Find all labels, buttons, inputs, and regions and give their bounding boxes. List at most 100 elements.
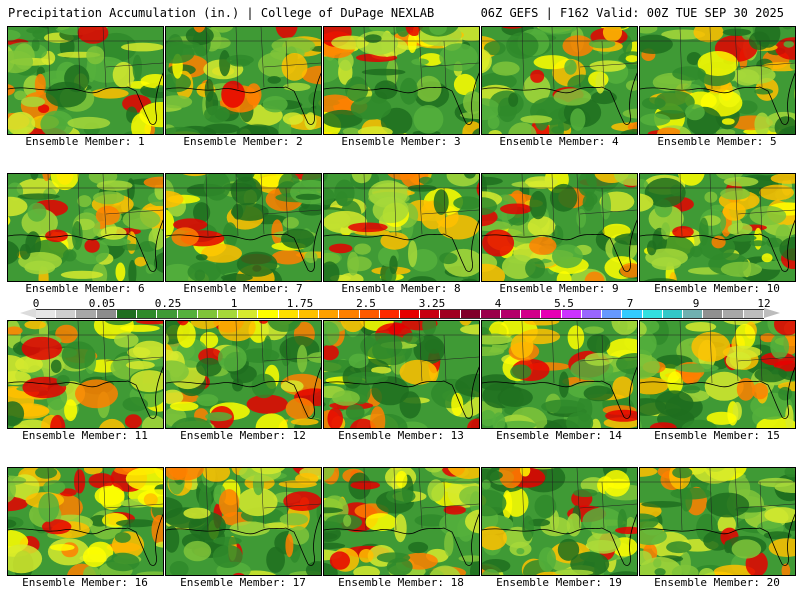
member-map [639, 173, 796, 282]
colorbar-swatch [723, 310, 744, 318]
precip-field [8, 321, 163, 428]
member-map [639, 26, 796, 135]
member-map [481, 467, 638, 576]
precip-field [324, 174, 479, 281]
precip-field [482, 321, 637, 428]
colorbar-swatch [157, 310, 178, 318]
member-label: Ensemble Member: 15 [654, 429, 780, 442]
colorbar-swatch [581, 310, 603, 318]
member-map [7, 467, 164, 576]
member-map [639, 320, 796, 429]
colorbar-swatch [238, 310, 259, 318]
colorbar-swatch [56, 310, 77, 318]
colorbar-swatch [703, 310, 724, 318]
member-label: Ensemble Member: 10 [654, 282, 780, 295]
colorbar [36, 309, 764, 319]
member-label: Ensemble Member: 18 [338, 576, 464, 589]
colorbar-swatch [662, 310, 683, 318]
colorbar-tick-label: 7 [626, 297, 634, 310]
colorbar-swatch [420, 310, 441, 318]
precip-field [640, 174, 795, 281]
member-label: Ensemble Member: 6 [25, 282, 145, 295]
member-map [165, 467, 322, 576]
colorbar-swatch [298, 310, 320, 318]
colorbar-swatch [399, 310, 421, 318]
precip-field [166, 27, 321, 134]
precip-field [482, 27, 637, 134]
colorbar-tick-label: 5.5 [554, 297, 574, 310]
precip-field [640, 27, 795, 134]
colorbar-right-arrow [764, 308, 780, 318]
colorbar-swatch [440, 310, 461, 318]
member-map [323, 320, 480, 429]
member-map [323, 467, 480, 576]
member-label: Ensemble Member: 2 [183, 135, 303, 148]
member-label: Ensemble Member: 14 [496, 429, 622, 442]
member-label: Ensemble Member: 5 [657, 135, 777, 148]
colorbar-swatch [561, 310, 582, 318]
colorbar-swatch [501, 310, 522, 318]
precip-field [166, 321, 321, 428]
colorbar-swatch [480, 310, 502, 318]
precip-field [166, 174, 321, 281]
colorbar-swatch [137, 310, 158, 318]
member-label: Ensemble Member: 17 [180, 576, 306, 589]
colorbar-swatch [379, 310, 400, 318]
member-map [323, 26, 480, 135]
colorbar-swatch [177, 310, 198, 318]
member-label: Ensemble Member: 13 [338, 429, 464, 442]
member-map [639, 467, 796, 576]
colorbar-swatch [36, 310, 57, 318]
member-label: Ensemble Member: 11 [22, 429, 148, 442]
colorbar-swatch [622, 310, 643, 318]
colorbar-swatch [258, 310, 279, 318]
colorbar-tick-label: 0.05 [88, 297, 116, 310]
colorbar-tick-label: 4 [494, 297, 502, 310]
member-map [323, 173, 480, 282]
colorbar-tick-label: 0 [32, 297, 40, 310]
colorbar-tick-label: 12 [757, 297, 771, 310]
member-label: Ensemble Member: 20 [654, 576, 780, 589]
precip-field [482, 174, 637, 281]
member-map [165, 320, 322, 429]
precip-field [8, 27, 163, 134]
member-label: Ensemble Member: 12 [180, 429, 306, 442]
member-map [7, 26, 164, 135]
colorbar-swatch [319, 310, 340, 318]
member-map [481, 26, 638, 135]
colorbar-swatch [339, 310, 360, 318]
precip-field [8, 174, 163, 281]
member-label: Ensemble Member: 8 [341, 282, 461, 295]
colorbar-swatch [642, 310, 663, 318]
colorbar-swatch [96, 310, 117, 318]
member-label: Ensemble Member: 19 [496, 576, 622, 589]
colorbar-tick-label: 1 [230, 297, 238, 310]
colorbar-swatch [116, 310, 138, 318]
precip-field [324, 321, 479, 428]
colorbar-swatch [359, 310, 380, 318]
precip-field [324, 27, 479, 134]
member-label: Ensemble Member: 1 [25, 135, 145, 148]
member-map [7, 173, 164, 282]
colorbar-swatch [76, 310, 97, 318]
precip-field [640, 468, 795, 575]
member-map [481, 173, 638, 282]
colorbar-swatch [460, 310, 481, 318]
member-label: Ensemble Member: 16 [22, 576, 148, 589]
member-map [165, 26, 322, 135]
colorbar-tick-label: 0.25 [154, 297, 182, 310]
page-title: Precipitation Accumulation (in.) | Colle… [8, 6, 435, 20]
precip-field [8, 468, 163, 575]
colorbar-swatch [541, 310, 562, 318]
colorbar-swatch [197, 310, 218, 318]
precip-field [166, 468, 321, 575]
colorbar-swatch [217, 310, 239, 318]
colorbar-tick-label: 3.25 [418, 297, 446, 310]
colorbar-swatch [278, 310, 299, 318]
colorbar-left-arrow [20, 308, 36, 318]
precip-field [640, 321, 795, 428]
member-map [481, 320, 638, 429]
member-label: Ensemble Member: 9 [499, 282, 619, 295]
colorbar-swatch [602, 310, 623, 318]
member-label: Ensemble Member: 4 [499, 135, 619, 148]
